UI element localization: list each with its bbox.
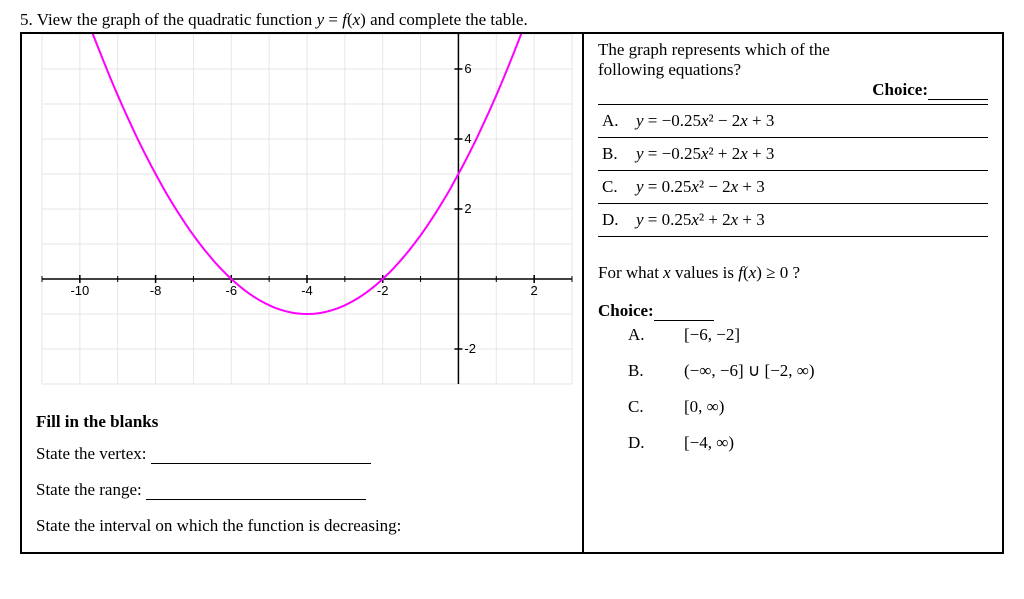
option2-letter: D. xyxy=(598,433,684,453)
vertex-line: State the vertex: xyxy=(36,444,568,464)
graph-svg: -10 -8 -6 -4 -2 2 -2 2 4 6 xyxy=(22,34,582,404)
intro-line2: following equations? xyxy=(598,60,988,80)
option-letter: B. xyxy=(598,138,632,171)
option2-answer: [−4, ∞) xyxy=(684,433,734,453)
option-equation: y = 0.25x² − 2x + 3 xyxy=(632,171,988,204)
main-box: -10 -8 -6 -4 -2 2 -2 2 4 6 Fill in the blanks Sta… xyxy=(20,32,1004,554)
choice-label-1: Choice: xyxy=(598,80,988,100)
svg-text:2: 2 xyxy=(531,283,538,298)
option2-row: A.[−6, −2] xyxy=(598,325,988,345)
svg-text:4: 4 xyxy=(464,131,471,146)
option-row: A.y = −0.25x² − 2x + 3 xyxy=(598,105,988,138)
svg-text:-8: -8 xyxy=(150,283,162,298)
options-list-2: A.[−6, −2]B.(−∞, −6] ∪ [−2, ∞)C.[0, ∞)D.… xyxy=(598,325,988,453)
svg-text:2: 2 xyxy=(464,201,471,216)
vertex-label: State the vertex: xyxy=(36,444,146,463)
svg-text:6: 6 xyxy=(464,61,471,76)
range-label: State the range: xyxy=(36,480,142,499)
option2-row: D.[−4, ∞) xyxy=(598,433,988,453)
svg-text:-10: -10 xyxy=(70,283,89,298)
option2-row: B.(−∞, −6] ∪ [−2, ∞) xyxy=(598,361,988,381)
option-row: B.y = −0.25x² + 2x + 3 xyxy=(598,138,988,171)
option-letter: D. xyxy=(598,204,632,237)
graph-area: -10 -8 -6 -4 -2 2 -2 2 4 6 xyxy=(22,34,582,404)
choice-blank-2[interactable] xyxy=(654,306,714,321)
left-panel: -10 -8 -6 -4 -2 2 -2 2 4 6 Fill in the blanks Sta… xyxy=(22,34,584,552)
option2-letter: C. xyxy=(598,397,684,417)
range-blank[interactable] xyxy=(146,483,366,500)
svg-text:-4: -4 xyxy=(301,283,313,298)
question-prompt: View the graph of the quadratic function… xyxy=(37,10,528,29)
option-letter: A. xyxy=(598,105,632,138)
choice-label-2: Choice: xyxy=(598,301,988,321)
option-letter: C. xyxy=(598,171,632,204)
svg-text:-2: -2 xyxy=(377,283,389,298)
option2-answer: (−∞, −6] ∪ [−2, ∞) xyxy=(684,361,815,381)
option-row: C.y = 0.25x² − 2x + 3 xyxy=(598,171,988,204)
option2-answer: [−6, −2] xyxy=(684,325,740,345)
option-equation: y = −0.25x² + 2x + 3 xyxy=(632,138,988,171)
choice-blank-1[interactable] xyxy=(928,85,988,100)
right-panel: The graph represents which of the follow… xyxy=(584,34,1002,552)
svg-text:-6: -6 xyxy=(226,283,238,298)
fill-title: Fill in the blanks xyxy=(36,412,568,432)
fill-blanks-area: Fill in the blanks State the vertex: Sta… xyxy=(22,404,582,552)
options-table: A.y = −0.25x² − 2x + 3B.y = −0.25x² + 2x… xyxy=(598,104,988,237)
inequality-question: For what x values is f(x) ≥ 0 ? Choice: … xyxy=(584,245,1002,552)
option2-letter: A. xyxy=(598,325,684,345)
option2-row: C.[0, ∞) xyxy=(598,397,988,417)
intro-line1: The graph represents which of the xyxy=(598,40,988,60)
question-header: 5. View the graph of the quadratic funct… xyxy=(20,10,1004,30)
option-row: D.y = 0.25x² + 2x + 3 xyxy=(598,204,988,237)
q2-text: For what x values is f(x) ≥ 0 ? xyxy=(598,263,988,283)
option-equation: y = −0.25x² − 2x + 3 xyxy=(632,105,988,138)
option-equation: y = 0.25x² + 2x + 3 xyxy=(632,204,988,237)
vertex-blank[interactable] xyxy=(151,447,371,464)
option2-letter: B. xyxy=(598,361,684,381)
decreasing-line: State the interval on which the function… xyxy=(36,516,568,536)
equation-question: The graph represents which of the follow… xyxy=(584,34,1002,245)
svg-text:-2: -2 xyxy=(464,341,476,356)
range-line: State the range: xyxy=(36,480,568,500)
question-number: 5. xyxy=(20,10,33,29)
decreasing-label: State the interval on which the function… xyxy=(36,516,401,535)
option2-answer: [0, ∞) xyxy=(684,397,724,417)
